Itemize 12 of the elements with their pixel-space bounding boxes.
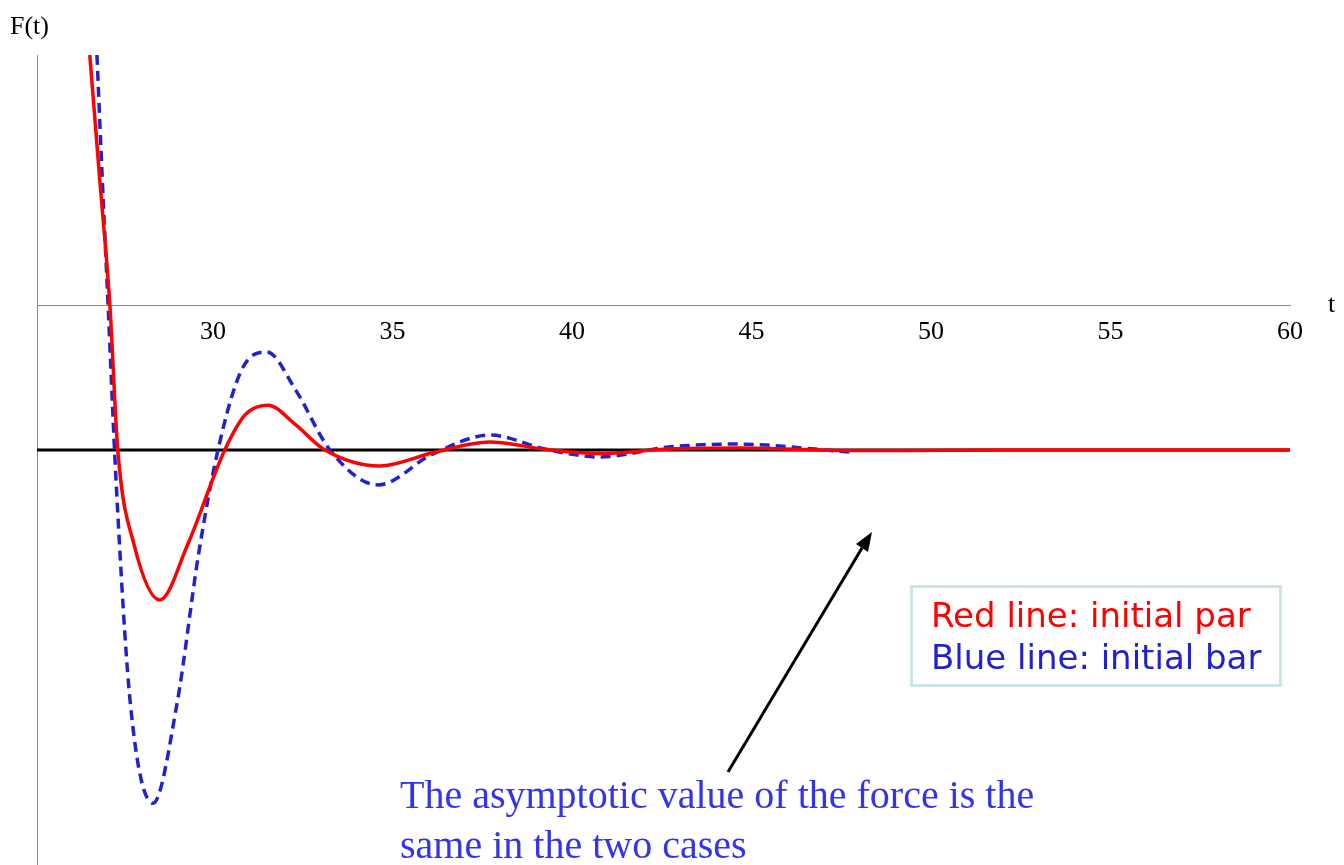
x-tick-label: 60 xyxy=(1277,315,1303,345)
x-tick-label: 50 xyxy=(917,315,944,345)
x-axis-title: t xyxy=(1328,288,1336,318)
y-axis-title: F(t) xyxy=(10,10,49,40)
x-tick-label: 35 xyxy=(379,315,406,345)
x-tick-label: 45 xyxy=(738,315,765,345)
x-tick-label: 55 xyxy=(1097,315,1124,345)
annotation: The asymptotic value of the force is the same in the two cases xyxy=(400,771,1036,865)
x-tick-label: 40 xyxy=(558,315,585,345)
x-tick-label: 30 xyxy=(199,315,226,345)
text: Red line: initial par xyxy=(931,594,1252,636)
text: Blue line: initial bar xyxy=(931,636,1262,678)
